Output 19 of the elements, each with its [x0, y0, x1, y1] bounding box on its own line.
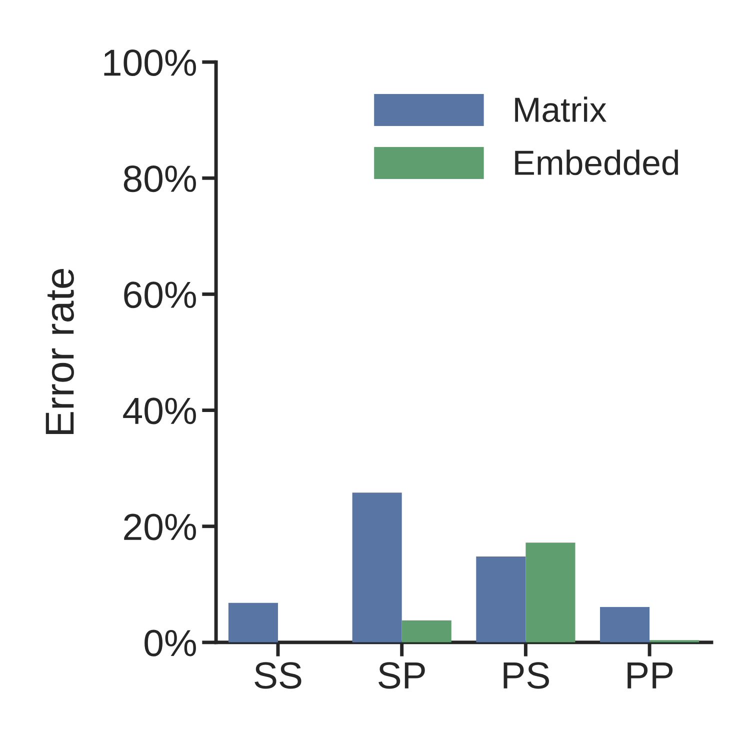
y-tick-label: 0%: [144, 630, 196, 656]
y-tick-label: 60%: [124, 282, 196, 308]
bar: [476, 556, 526, 642]
y-tick-label: 100%: [104, 49, 196, 76]
bar: [402, 620, 452, 642]
x-tick-label: PS: [504, 662, 549, 689]
y-tick-label: 80%: [124, 166, 196, 192]
x-tick-label: PP: [628, 662, 673, 688]
x-tick-label: SS: [254, 662, 302, 689]
bar: [352, 492, 402, 642]
legend-label: Embedded: [515, 150, 678, 176]
legend-label: Matrix: [515, 96, 606, 122]
x-tick-label: SP: [378, 662, 425, 689]
bar: [526, 542, 576, 642]
y-tick-label: 40%: [123, 398, 196, 424]
y-tick-label: 20%: [124, 514, 196, 540]
bar: [600, 607, 650, 642]
y-axis-title: Error rate: [46, 268, 74, 434]
bar: [228, 602, 278, 642]
